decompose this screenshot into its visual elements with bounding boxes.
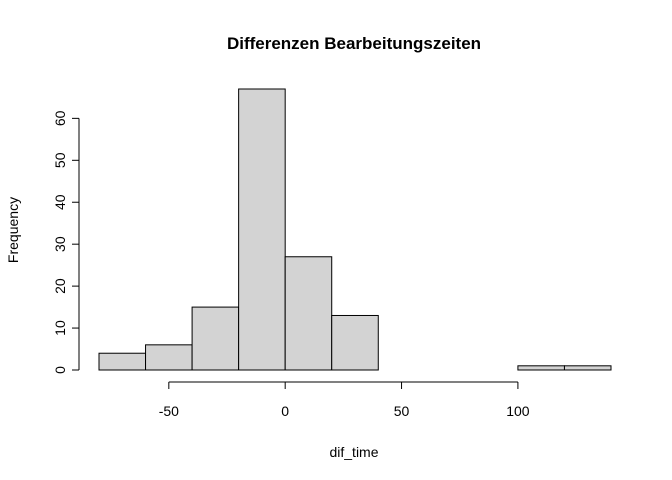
histogram-bar-1 <box>145 344 193 371</box>
y-tick-label-0: 0 <box>52 366 68 374</box>
chart-title: Differenzen Bearbeitungszeiten <box>227 34 481 53</box>
x-tick-label-1: 0 <box>281 403 289 419</box>
histogram-bar-2 <box>191 306 240 371</box>
bars-group <box>98 88 612 371</box>
y-tick-label-3: 30 <box>52 236 68 252</box>
y-tick-label-4: 40 <box>52 194 68 210</box>
histogram-bar-10 <box>563 365 612 371</box>
y-tick-label-2: 20 <box>52 278 68 294</box>
histogram-bar-0 <box>98 352 147 371</box>
y-axis: 0 10 20 30 40 50 60 <box>52 110 80 374</box>
histogram-bar-4 <box>284 256 333 371</box>
histogram-bar-3 <box>238 88 286 371</box>
x-tick-label-0: -50 <box>159 403 179 419</box>
y-tick-label-1: 10 <box>52 320 68 336</box>
histogram-bar-9 <box>517 365 565 371</box>
x-axis-label: dif_time <box>329 444 378 460</box>
y-tick-label-6: 60 <box>52 110 68 126</box>
y-axis-label: Frequency <box>5 197 21 263</box>
x-axis: -50 0 50 100 <box>159 381 530 419</box>
x-tick-label-3: 100 <box>506 403 530 419</box>
x-tick-label-2: 50 <box>394 403 410 419</box>
histogram-bar-5 <box>331 314 379 371</box>
y-tick-label-5: 50 <box>52 152 68 168</box>
